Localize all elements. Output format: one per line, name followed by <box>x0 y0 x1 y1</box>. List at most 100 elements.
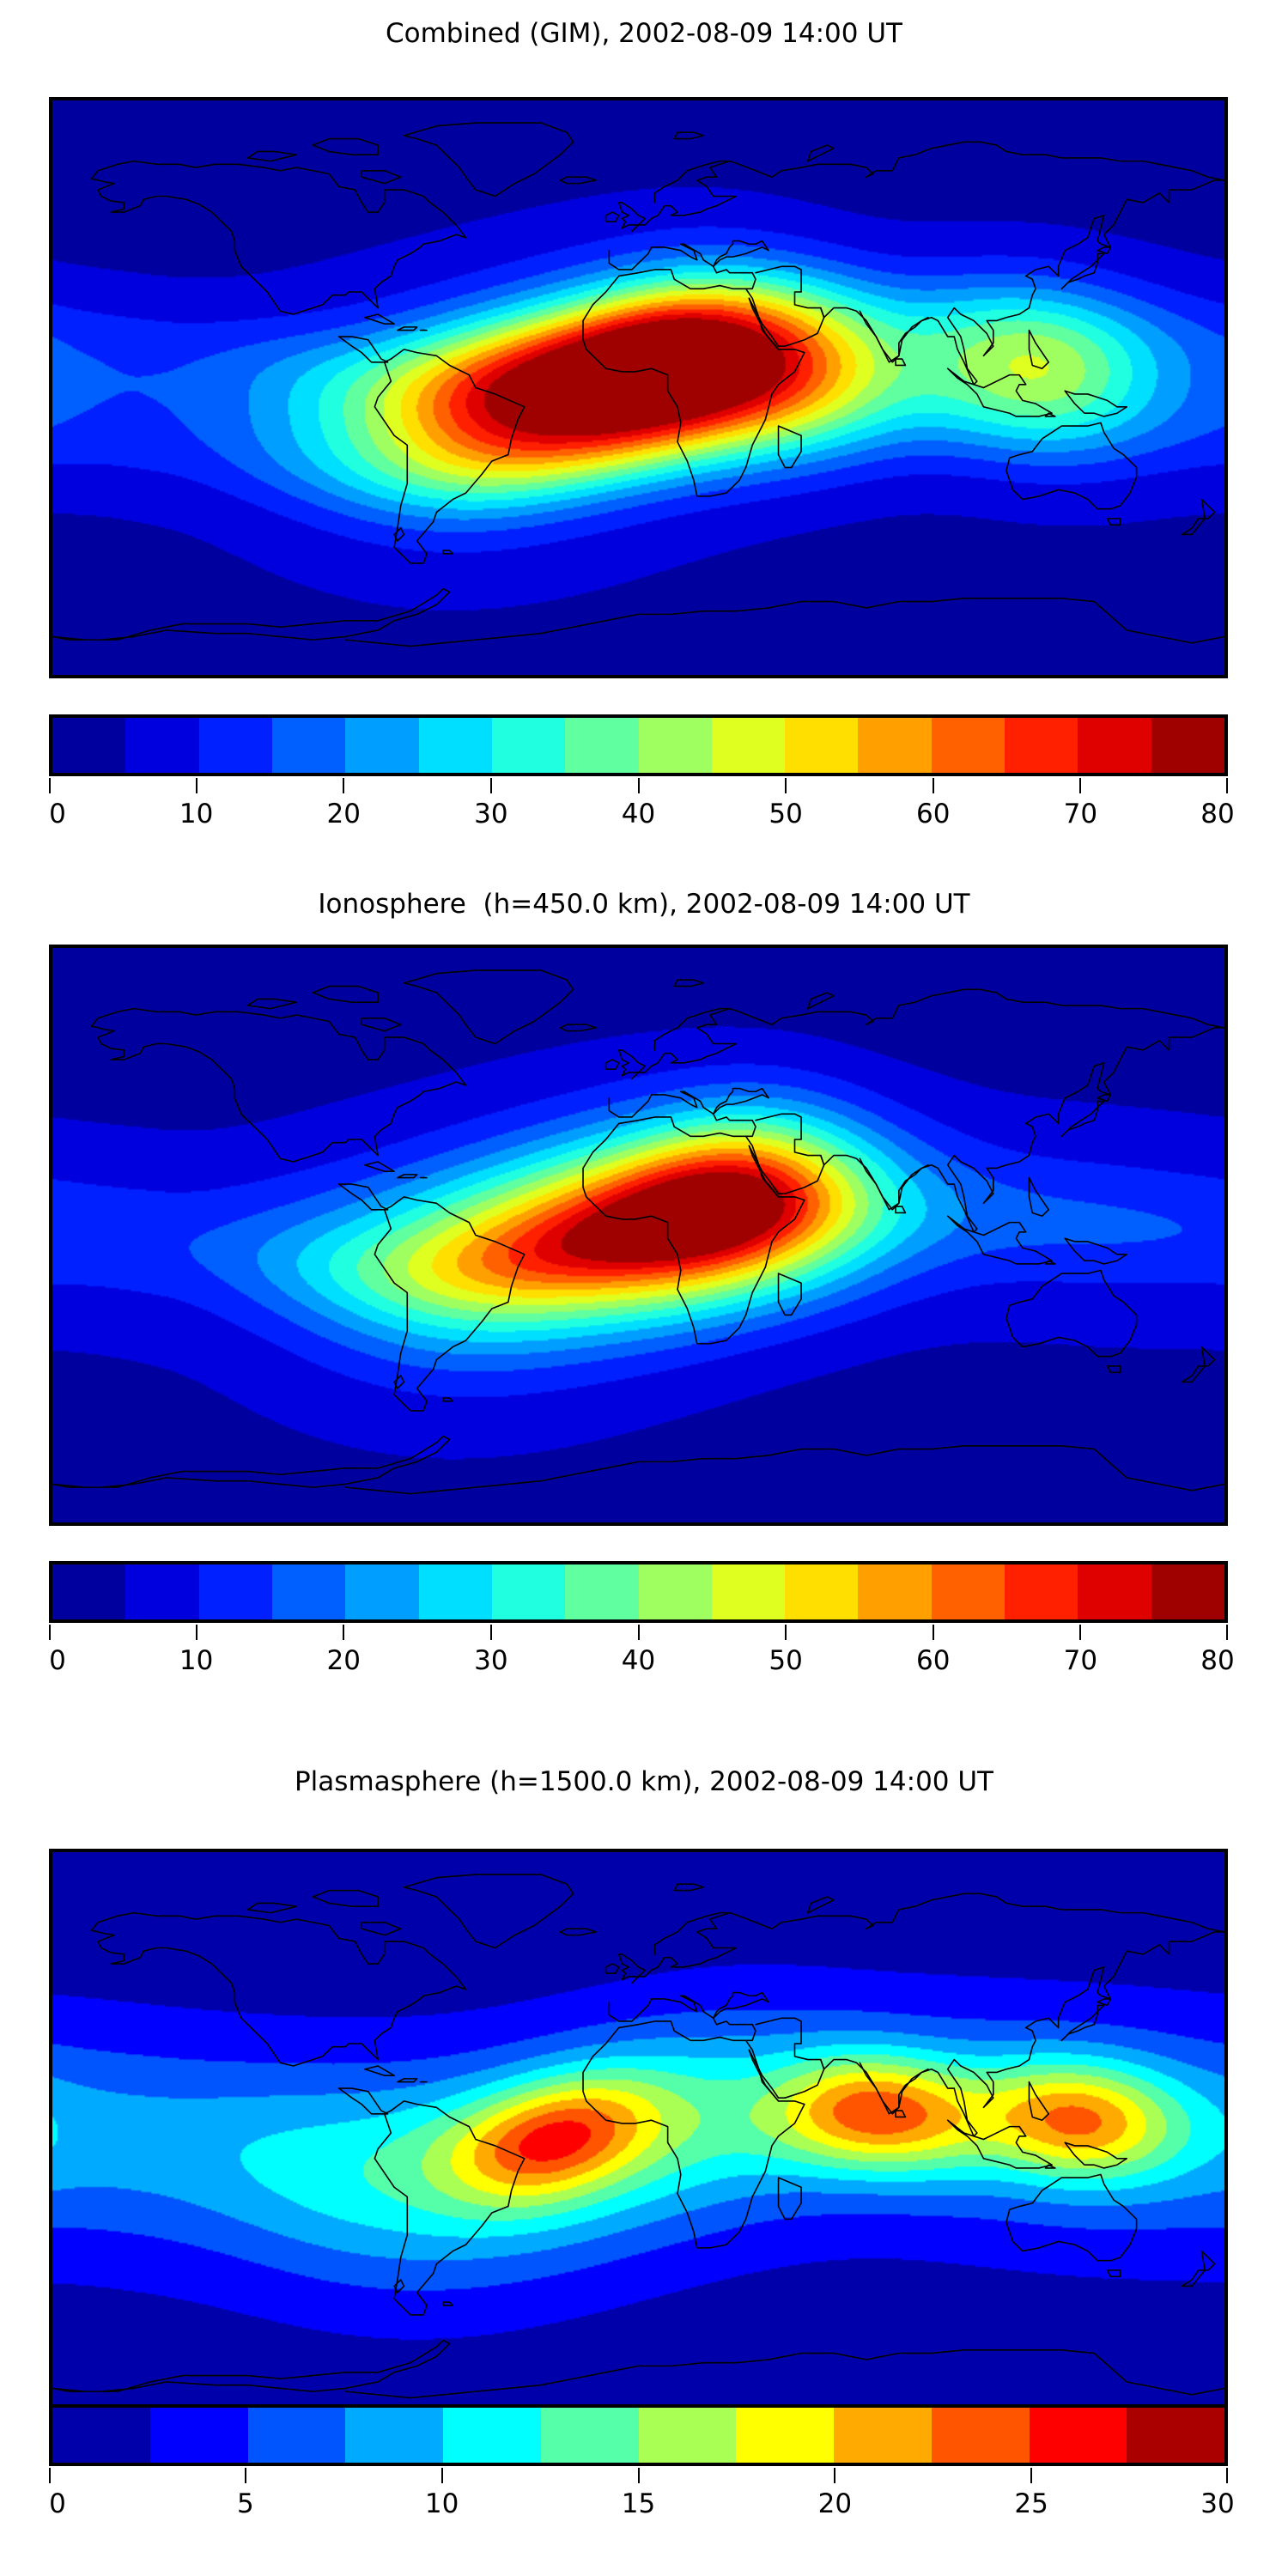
colorbar-band <box>858 718 932 773</box>
colorbar-tick <box>195 1625 197 1640</box>
colorbar-band <box>931 1564 1005 1619</box>
colorbar-tick-label: 25 <box>1014 2488 1048 2519</box>
colorbar-tick <box>489 778 492 793</box>
colorbar-band <box>345 2408 443 2463</box>
colorbar-tick <box>785 1625 787 1640</box>
colorbar-tick <box>244 2468 246 2483</box>
colorbar-band <box>52 1564 126 1619</box>
colorbar-ionosphere <box>49 1561 1228 1623</box>
colorbar-tick-label: 30 <box>474 1645 508 1676</box>
colorbar-band <box>931 718 1005 773</box>
colorbar-band <box>345 1564 419 1619</box>
colorbar-tick <box>1226 778 1228 793</box>
colorbar-band <box>418 1564 492 1619</box>
panel-title-plasmasphere: Plasmasphere (h=1500.0 km), 2002-08-09 1… <box>294 1766 993 1797</box>
colorbar-tick <box>195 778 197 793</box>
colorbar-tick <box>343 778 345 793</box>
tec-heatmap-plasmasphere <box>52 1852 1224 2427</box>
colorbar-band <box>540 2408 639 2463</box>
colorbar-tick-label: 0 <box>49 1645 66 1676</box>
colorbar-tick-label: 20 <box>817 2488 853 2519</box>
colorbar-band <box>711 1564 786 1619</box>
colorbar-tick <box>1079 1625 1082 1640</box>
colorbar-tick <box>932 1625 934 1640</box>
map-combined-gim <box>49 97 1228 678</box>
colorbar-tick <box>932 778 934 793</box>
colorbar-band <box>711 718 786 773</box>
colorbar-band <box>125 1564 199 1619</box>
colorbar-labels-combined-gim: 0 10 20 30 40 50 60 70 80 <box>49 797 1235 835</box>
colorbar-tick-label: 0 <box>49 2488 66 2519</box>
colorbar-tick <box>1030 2468 1033 2483</box>
colorbar-tick-label: 50 <box>769 1645 803 1676</box>
colorbar-tick <box>834 2468 836 2483</box>
colorbar-tick <box>49 2468 51 2483</box>
colorbar-labels-ionosphere: 0 10 20 30 40 50 60 70 80 <box>49 1643 1235 1681</box>
colorbar-band <box>638 718 712 773</box>
colorbar-tick-label: 70 <box>1063 799 1098 829</box>
panel-title-ionosphere: Ionosphere (h=450.0 km), 2002-08-09 14:0… <box>318 889 970 920</box>
colorbar-band <box>931 2408 1030 2463</box>
colorbar-band <box>125 718 199 773</box>
colorbar-tick-label: 60 <box>916 799 951 829</box>
colorbar-band <box>198 718 272 773</box>
colorbar-band <box>491 1564 566 1619</box>
colorbar-band <box>198 1564 272 1619</box>
colorbar-tick-label: 20 <box>326 1645 361 1676</box>
colorbar-band <box>271 718 346 773</box>
colorbar-band <box>638 1564 712 1619</box>
colorbar-tick-label: 30 <box>1200 2488 1235 2519</box>
colorbar-tick <box>343 1625 345 1640</box>
colorbar-band <box>345 718 419 773</box>
colorbar-tick <box>637 1625 640 1640</box>
colorbar-band <box>565 1564 639 1619</box>
colorbar-tick <box>637 778 640 793</box>
colorbar-band <box>565 718 639 773</box>
colorbar-tick-label: 0 <box>49 799 66 829</box>
colorbar-tick-label: 30 <box>474 799 508 829</box>
map-plasmasphere <box>49 1849 1228 2430</box>
colorbar-band <box>1078 1564 1151 1619</box>
colorbar-band <box>1151 1564 1224 1619</box>
colorbar-band <box>418 718 492 773</box>
colorbar-band <box>858 1564 932 1619</box>
colorbar-tick <box>489 1625 492 1640</box>
colorbar-band <box>491 718 566 773</box>
tec-heatmap-combined-gim <box>52 100 1224 675</box>
colorbar-band <box>271 1564 346 1619</box>
colorbar-tick <box>785 778 787 793</box>
colorbar-labels-plasmasphere: 0 5 10 15 20 25 30 <box>49 2487 1235 2524</box>
colorbar-tick <box>1226 1625 1228 1640</box>
colorbar-band <box>1005 718 1078 773</box>
colorbar-band <box>785 718 859 773</box>
colorbar-band <box>443 2408 541 2463</box>
colorbar-band <box>247 2408 346 2463</box>
colorbar-tick <box>49 778 51 793</box>
colorbar-band <box>1029 2408 1127 2463</box>
colorbar-tick-label: 15 <box>621 2488 656 2519</box>
colorbar-band <box>52 718 126 773</box>
colorbar-tick-label: 10 <box>424 2488 459 2519</box>
colorbar-ticks-ionosphere <box>49 1625 1228 1640</box>
colorbar-band <box>638 2408 737 2463</box>
colorbar-tick-label: 10 <box>179 799 214 829</box>
colorbar-band <box>834 2408 932 2463</box>
colorbar-tick-label: 80 <box>1200 1645 1235 1676</box>
colorbar-band <box>1127 2408 1224 2463</box>
tec-heatmap-ionosphere <box>52 948 1224 1522</box>
colorbar-plasmasphere <box>49 2404 1228 2466</box>
colorbar-band <box>1078 718 1151 773</box>
colorbar-tick-label: 60 <box>916 1645 951 1676</box>
panel-title-combined-gim: Combined (GIM), 2002-08-09 14:00 UT <box>386 18 902 49</box>
colorbar-band <box>785 1564 859 1619</box>
colorbar-tick-label: 5 <box>236 2488 254 2519</box>
colorbar-ticks-combined-gim <box>49 778 1228 793</box>
colorbar-ticks-plasmasphere <box>49 2468 1228 2483</box>
colorbar-tick <box>1226 2468 1228 2483</box>
colorbar-band <box>149 2408 248 2463</box>
colorbar-band <box>1005 1564 1078 1619</box>
colorbar-tick-label: 50 <box>769 799 803 829</box>
colorbar-tick-label: 20 <box>326 799 361 829</box>
map-ionosphere <box>49 945 1228 1526</box>
